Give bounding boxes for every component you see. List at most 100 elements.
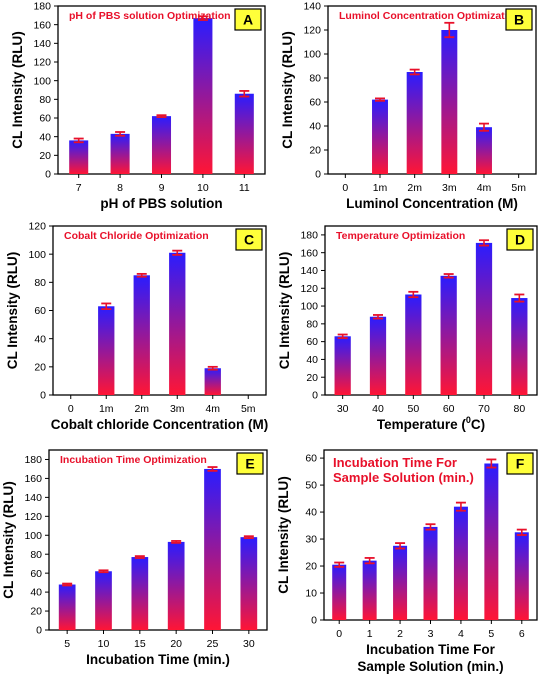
bar: [369, 316, 387, 395]
x-axis-label: Temperature (0C): [377, 415, 485, 432]
y-tick-label: 30: [305, 534, 317, 546]
y-tick-label: 140: [300, 265, 318, 277]
x-tick-label: 9: [159, 182, 165, 194]
y-tick-label: 60: [34, 305, 46, 317]
x-tick-label: 7: [76, 182, 82, 194]
x-tick-label: 25: [207, 638, 219, 650]
x-tick-label: 5: [488, 628, 494, 640]
bar: [514, 532, 529, 620]
x-tick-label: 4: [458, 628, 464, 640]
x-tick-label: 1m: [373, 182, 388, 194]
y-tick-label: 160: [33, 19, 51, 31]
y-tick-label: 60: [309, 97, 321, 109]
bar: [133, 275, 150, 395]
y-tick-label: 0: [315, 169, 321, 181]
y-tick-label: 20: [309, 145, 321, 157]
y-tick-label: 0: [312, 390, 318, 402]
x-tick-label: 2m: [407, 182, 422, 194]
bar: [131, 557, 149, 630]
y-tick-label: 180: [300, 229, 318, 241]
y-tick-label: 20: [34, 361, 46, 373]
y-tick-label: 60: [39, 113, 51, 125]
x-axis-label: Luminol Concentration (M): [346, 196, 518, 211]
panel-badge: [236, 452, 264, 475]
chart-panel-d: 0 20 40 60 80 100 120 140 160 180 30 40 50 60 70 80 Temp…: [277, 225, 538, 432]
x-tick-label: 8: [117, 182, 123, 194]
y-tick-label: 160: [24, 473, 42, 485]
chart-panel-a: 0 20 40 60 80 100 120 140 160 180 7 8 9 10 11 pH of PBS…: [10, 1, 266, 211]
x-tick-label: 5m: [241, 403, 256, 415]
x-axis-label-superscript: 0: [466, 415, 471, 425]
y-tick-label: 40: [305, 507, 317, 519]
chart-title-line: Incubation Time For: [333, 455, 457, 470]
bar: [204, 468, 221, 630]
bar: [58, 584, 76, 630]
bar: [98, 306, 115, 395]
y-tick-label: 80: [34, 277, 46, 289]
y-tick-label: 20: [305, 561, 317, 573]
y-tick-label: 120: [300, 283, 318, 295]
x-tick-label: 10: [98, 638, 110, 650]
y-tick-label: 0: [311, 615, 317, 627]
y-tick-label: 140: [24, 492, 42, 504]
plot-frame: [52, 225, 267, 396]
x-tick-label: 50: [407, 403, 419, 415]
bar: [406, 72, 423, 174]
bar: [423, 526, 438, 620]
y-tick-label: 60: [30, 568, 42, 580]
y-tick-label: 10: [305, 588, 317, 600]
y-tick-label: 40: [34, 333, 46, 345]
panel-badge: [506, 228, 534, 251]
bar: [234, 93, 254, 174]
x-tick-label: 60: [443, 403, 455, 415]
bar: [476, 127, 492, 174]
x-axis-label: Incubation Time (min.): [86, 652, 230, 667]
y-tick-label: 60: [305, 453, 317, 465]
y-tick-label: 40: [30, 587, 42, 599]
bar: [441, 30, 458, 174]
plot-frame: [48, 449, 268, 631]
panel-badge: [235, 228, 263, 251]
y-tick-label: 50: [305, 480, 317, 492]
bar: [372, 99, 388, 174]
x-tick-label: 3m: [442, 182, 457, 194]
x-tick-label: 70: [478, 403, 490, 415]
y-tick-label: 80: [39, 94, 51, 106]
x-tick-label: 10: [197, 182, 209, 194]
y-tick-label: 120: [33, 57, 51, 69]
x-tick-label: 5m: [511, 182, 526, 194]
bar: [240, 537, 258, 630]
y-tick-label: 180: [33, 1, 51, 13]
y-axis-label: CL Intensity (RLU): [5, 252, 20, 370]
x-tick-label: 4m: [205, 403, 220, 415]
bar: [511, 298, 528, 395]
y-tick-label: 140: [303, 1, 321, 13]
x-tick-label: 20: [170, 638, 182, 650]
bar: [453, 506, 468, 620]
x-tick-label: 40: [372, 403, 384, 415]
x-tick-label: 30: [337, 403, 349, 415]
panel-badge-label: A: [243, 12, 253, 28]
x-tick-label: 3: [428, 628, 434, 640]
panel-badge: [505, 8, 533, 31]
y-tick-label: 100: [24, 530, 42, 542]
y-axis-label: CL Intensity (RLU): [276, 476, 291, 594]
bar: [151, 116, 172, 174]
y-tick-label: 40: [306, 354, 318, 366]
x-axis-label-line: Incubation Time For: [366, 642, 496, 657]
y-axis-label: CL Intensity (RLU): [277, 252, 292, 370]
chart-title: Cobalt Chloride Optimization: [64, 230, 209, 242]
y-tick-label: 0: [45, 169, 51, 181]
y-tick-label: 100: [303, 49, 321, 61]
panel-badge-label: E: [245, 456, 254, 472]
chart-panel-b: 0 20 40 60 80 100 120 140 0 1m 2m 3m 4m 5m Luminol Con…: [280, 1, 537, 211]
x-tick-label: 0: [336, 628, 342, 640]
x-tick-label: 2: [397, 628, 403, 640]
x-axis-label: pH of PBS solution: [100, 196, 222, 211]
chart-panel-c: 0 20 40 60 80 100 120 0 1m 2m 3m 4m 5m Cobalt Chlorid…: [5, 221, 268, 432]
x-tick-label: 4m: [477, 182, 492, 194]
x-tick-label: 15: [134, 638, 146, 650]
x-tick-label: 1: [367, 628, 373, 640]
x-axis-label-main: Temperature (: [377, 417, 467, 432]
